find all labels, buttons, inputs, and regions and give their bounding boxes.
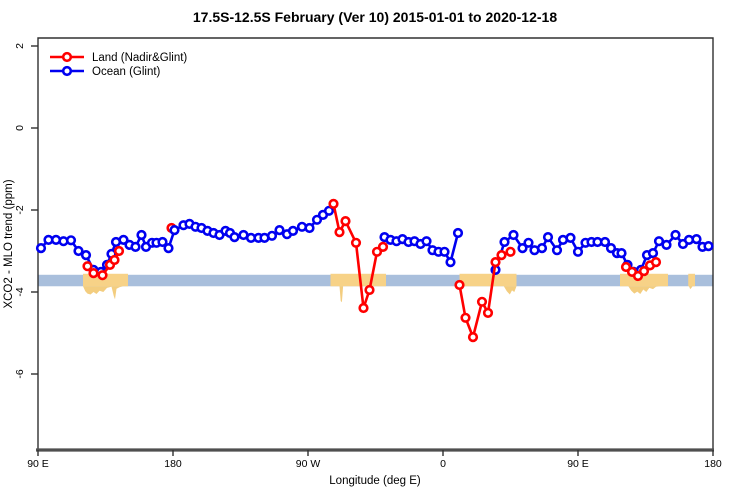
legend-land-label: Land (Nadir&Glint) [92, 52, 187, 64]
land-series-marker [113, 245, 125, 257]
land-series-marker [109, 254, 120, 266]
ocean-series-marker [80, 250, 92, 261]
ocean-series-marker [439, 246, 450, 257]
ocean-series-marker [421, 236, 432, 247]
y-tick-label: 0 [14, 125, 26, 131]
land-series-marker [334, 227, 345, 238]
chart-title: 17.5S-12.5S February (Ver 10) 2015-01-01… [193, 9, 557, 25]
ocean-series-marker [523, 237, 534, 248]
legend-ocean-marker [61, 65, 73, 77]
land-series-marker [350, 237, 362, 248]
x-tick-label: 90 E [27, 458, 49, 470]
land-series-marker [364, 284, 375, 296]
ocean-series-marker [452, 227, 464, 239]
ocean-series-marker [661, 239, 672, 250]
ocean-series-marker [157, 236, 168, 248]
legend-land-marker [61, 51, 73, 63]
land-series-marker [454, 279, 465, 291]
x-tick-label: 90 W [296, 458, 321, 470]
land-series-marker [482, 307, 494, 319]
ocean-series-marker [130, 241, 141, 252]
land-series-marker [490, 257, 501, 268]
land-series-marker [340, 216, 351, 227]
ocean-series-marker [599, 236, 611, 248]
ocean-series-marker [323, 205, 335, 216]
ocean-series-marker [304, 222, 315, 234]
ocean-series-marker [542, 232, 554, 243]
ocean-series-marker [703, 241, 714, 252]
ocean-series-marker [670, 229, 681, 241]
terrain-profile [503, 286, 517, 295]
terrain-profile [689, 286, 693, 290]
land-band-segment [459, 273, 517, 287]
terrain-profile [83, 286, 124, 300]
y-tick-label: -6 [14, 369, 26, 378]
ocean-series-marker [508, 229, 519, 241]
y-tick-label: -4 [14, 287, 26, 296]
ocean-series-marker [647, 248, 659, 259]
data-series-layer [35, 198, 714, 343]
land-series-marker [358, 302, 369, 314]
y-axis-label: XCO2 - MLO trend (ppm) [3, 179, 15, 308]
land-series-marker [97, 270, 108, 281]
ocean-series-marker [163, 243, 174, 254]
land-series-marker [460, 312, 471, 323]
ocean-series-marker [691, 234, 702, 245]
ocean-series-marker [274, 225, 285, 236]
land-series-marker [328, 198, 339, 209]
x-tick-label: 180 [164, 458, 182, 470]
land-series-marker [88, 268, 99, 279]
land-series-marker [496, 250, 507, 261]
ocean-series-marker [136, 229, 147, 241]
land-series-marker [638, 266, 650, 277]
land-series-marker [377, 241, 389, 252]
y-tick-label: -2 [14, 205, 26, 214]
ocean-series-marker [499, 236, 510, 248]
land-series-marker [82, 261, 93, 272]
x-tick-label: 0 [440, 458, 446, 470]
x-axis-label: Longitude (deg E) [329, 475, 421, 487]
legend: Land (Nadir&Glint) Ocean (Glint) [50, 51, 187, 78]
terrain-profile [628, 286, 661, 294]
ocean-series-marker [572, 246, 584, 257]
land-series-marker [650, 257, 662, 268]
ocean-series-marker [565, 232, 576, 243]
reference-band-layer [38, 273, 713, 303]
ocean-series-marker [118, 234, 129, 245]
legend-ocean-label: Ocean (Glint) [92, 66, 161, 78]
land-series-marker [467, 332, 479, 343]
ocean-series-marker [616, 248, 627, 259]
terrain-profile [339, 286, 344, 303]
ocean-series-marker [229, 232, 240, 243]
ocean-series-marker [266, 230, 278, 241]
ocean-series-marker [287, 225, 299, 236]
ocean-series-marker [536, 243, 548, 254]
ocean-series-marker [169, 225, 180, 236]
x-tick-label: 90 E [567, 458, 589, 470]
land-series-marker [505, 246, 516, 257]
ocean-series-marker [605, 243, 617, 254]
land-band-segment [330, 273, 386, 287]
ocean-series-marker [35, 243, 47, 254]
x-tick-label: 180 [704, 458, 722, 470]
ocean-series-marker [653, 236, 665, 247]
y-tick-label: 2 [14, 43, 26, 49]
ocean-series-marker [551, 245, 563, 256]
ocean-series-marker [517, 243, 528, 254]
land-band-segment [688, 273, 695, 287]
land-series-line [458, 250, 512, 339]
land-series-marker [476, 296, 488, 307]
ocean-series-marker [65, 235, 77, 246]
ocean-series-marker [73, 245, 84, 257]
ocean-series-marker [445, 257, 456, 268]
